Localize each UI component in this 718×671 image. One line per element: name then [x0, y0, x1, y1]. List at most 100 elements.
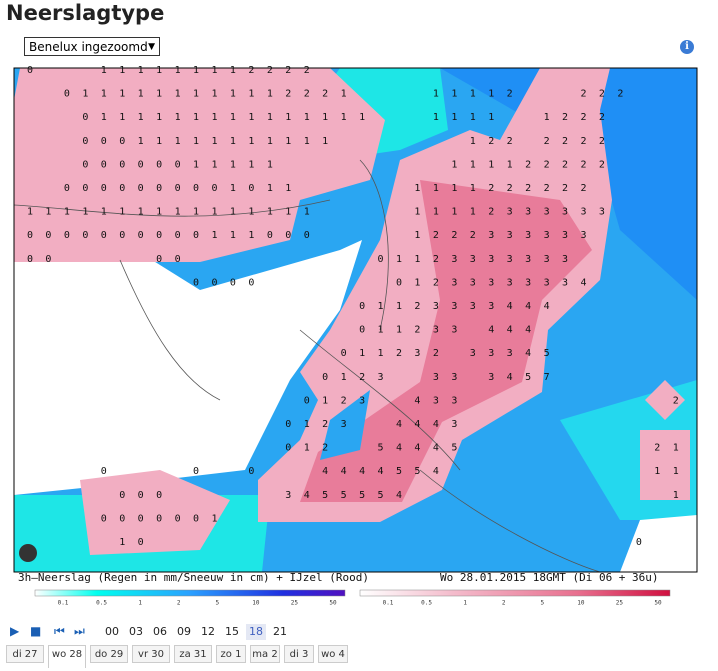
time-button[interactable]: 06 [153, 625, 167, 638]
precip-value: 1 [322, 136, 328, 147]
region-select[interactable]: Benelux ingezoomd ▼ [24, 37, 160, 56]
precip-value: 1 [322, 112, 328, 123]
precip-value: 1 [156, 89, 162, 100]
select-arrow: ▼ [148, 42, 155, 52]
precip-value: 3 [544, 207, 550, 218]
precip-value: 1 [230, 230, 236, 241]
precip-value: 0 [138, 230, 144, 241]
precip-value: 1 [64, 207, 70, 218]
day-tab[interactable]: vr 30 [132, 645, 170, 663]
precip-value: 2 [359, 372, 365, 383]
precip-value: 2 [673, 395, 679, 406]
precip-value: 2 [285, 65, 291, 76]
precip-value: 5 [396, 466, 402, 477]
precip-value: 3 [451, 277, 457, 288]
precip-value: 0 [119, 183, 125, 194]
border-line [13, 159, 601, 573]
precip-value: 1 [304, 207, 310, 218]
info-icon[interactable]: i [680, 40, 694, 54]
time-button[interactable]: 18 [246, 624, 266, 640]
day-tab[interactable]: zo 1 [216, 645, 246, 663]
precip-area [640, 430, 690, 500]
precip-value: 1 [673, 466, 679, 477]
precip-value: 0 [211, 277, 217, 288]
time-button[interactable]: 15 [225, 625, 239, 638]
precip-value: 3 [433, 301, 439, 312]
precip-value: 4 [414, 443, 420, 454]
day-tab[interactable]: do 29 [90, 645, 128, 663]
precip-value: 3 [451, 301, 457, 312]
day-tab[interactable]: wo 28 [48, 645, 86, 668]
precip-value: 0 [156, 230, 162, 241]
precip-value: 1 [267, 136, 273, 147]
precip-value: 0 [119, 136, 125, 147]
precip-value: 1 [27, 207, 33, 218]
precip-value: 2 [414, 325, 420, 336]
page-title: Neerslagtype [6, 1, 165, 25]
precip-value: 0 [119, 159, 125, 170]
time-button[interactable]: 12 [201, 625, 215, 638]
precip-value: 1 [138, 136, 144, 147]
precip-value: 1 [211, 230, 217, 241]
stop-button[interactable]: ■ [30, 624, 42, 638]
precip-value: 1 [433, 112, 439, 123]
precip-value: 0 [101, 136, 107, 147]
precip-value: 4 [396, 490, 402, 501]
play-button[interactable]: ▶ [10, 624, 20, 638]
day-tab[interactable]: wo 4 [318, 645, 348, 663]
precip-value: 2 [414, 301, 420, 312]
precip-value: 1 [470, 183, 476, 194]
precip-value: 1 [138, 65, 144, 76]
first-button[interactable]: ⏮ [54, 624, 65, 638]
time-button[interactable]: 03 [129, 625, 143, 638]
precip-value: 2 [396, 348, 402, 359]
last-button[interactable]: ⏭ [74, 624, 85, 638]
precip-value: 3 [451, 254, 457, 265]
precip-value: 4 [507, 372, 513, 383]
precip-value: 1 [175, 207, 181, 218]
precip-value: 2 [322, 419, 328, 430]
precip-value: 1 [156, 65, 162, 76]
day-tab[interactable]: di 27 [6, 645, 44, 663]
precip-value: 2 [267, 65, 273, 76]
precip-value: 1 [322, 395, 328, 406]
precip-value: 0 [101, 230, 107, 241]
precip-value: 0 [175, 254, 181, 265]
day-tab[interactable]: ma 2 [250, 645, 280, 663]
time-button[interactable]: 00 [105, 625, 119, 638]
precip-value: 1 [433, 183, 439, 194]
precip-value: 4 [525, 325, 531, 336]
precip-value: 4 [525, 348, 531, 359]
precip-value: 3 [433, 395, 439, 406]
precip-area [80, 470, 230, 555]
time-button[interactable]: 09 [177, 625, 191, 638]
precip-value: 0 [285, 419, 291, 430]
time-button[interactable]: 21 [273, 625, 287, 638]
precip-value: 0 [156, 254, 162, 265]
precip-value: 1 [119, 112, 125, 123]
precip-value: 0 [248, 183, 254, 194]
precip-value: 2 [433, 230, 439, 241]
precip-value: 1 [433, 207, 439, 218]
precip-value: 0 [138, 183, 144, 194]
day-tab[interactable]: di 3 [284, 645, 314, 663]
precip-value: 0 [248, 277, 254, 288]
caption-right: Wo 28.01.2015 18GMT (Di 06 + 36u) [440, 571, 659, 584]
precip-value: 1 [248, 89, 254, 100]
precip-value: 0 [211, 183, 217, 194]
precip-value: 1 [451, 89, 457, 100]
precip-value: 1 [267, 207, 273, 218]
precip-value: 4 [525, 301, 531, 312]
precip-value: 1 [119, 537, 125, 548]
legend-label: 1 [138, 600, 142, 607]
precip-value: 0 [359, 301, 365, 312]
precip-value: 1 [359, 348, 365, 359]
precip-value: 1 [248, 136, 254, 147]
precip-value: 0 [101, 183, 107, 194]
precip-value: 1 [101, 65, 107, 76]
day-tab[interactable]: za 31 [174, 645, 212, 663]
precip-value: 0 [45, 254, 51, 265]
precip-value: 1 [193, 136, 199, 147]
precip-value: 0 [82, 136, 88, 147]
precip-value: 1 [470, 159, 476, 170]
